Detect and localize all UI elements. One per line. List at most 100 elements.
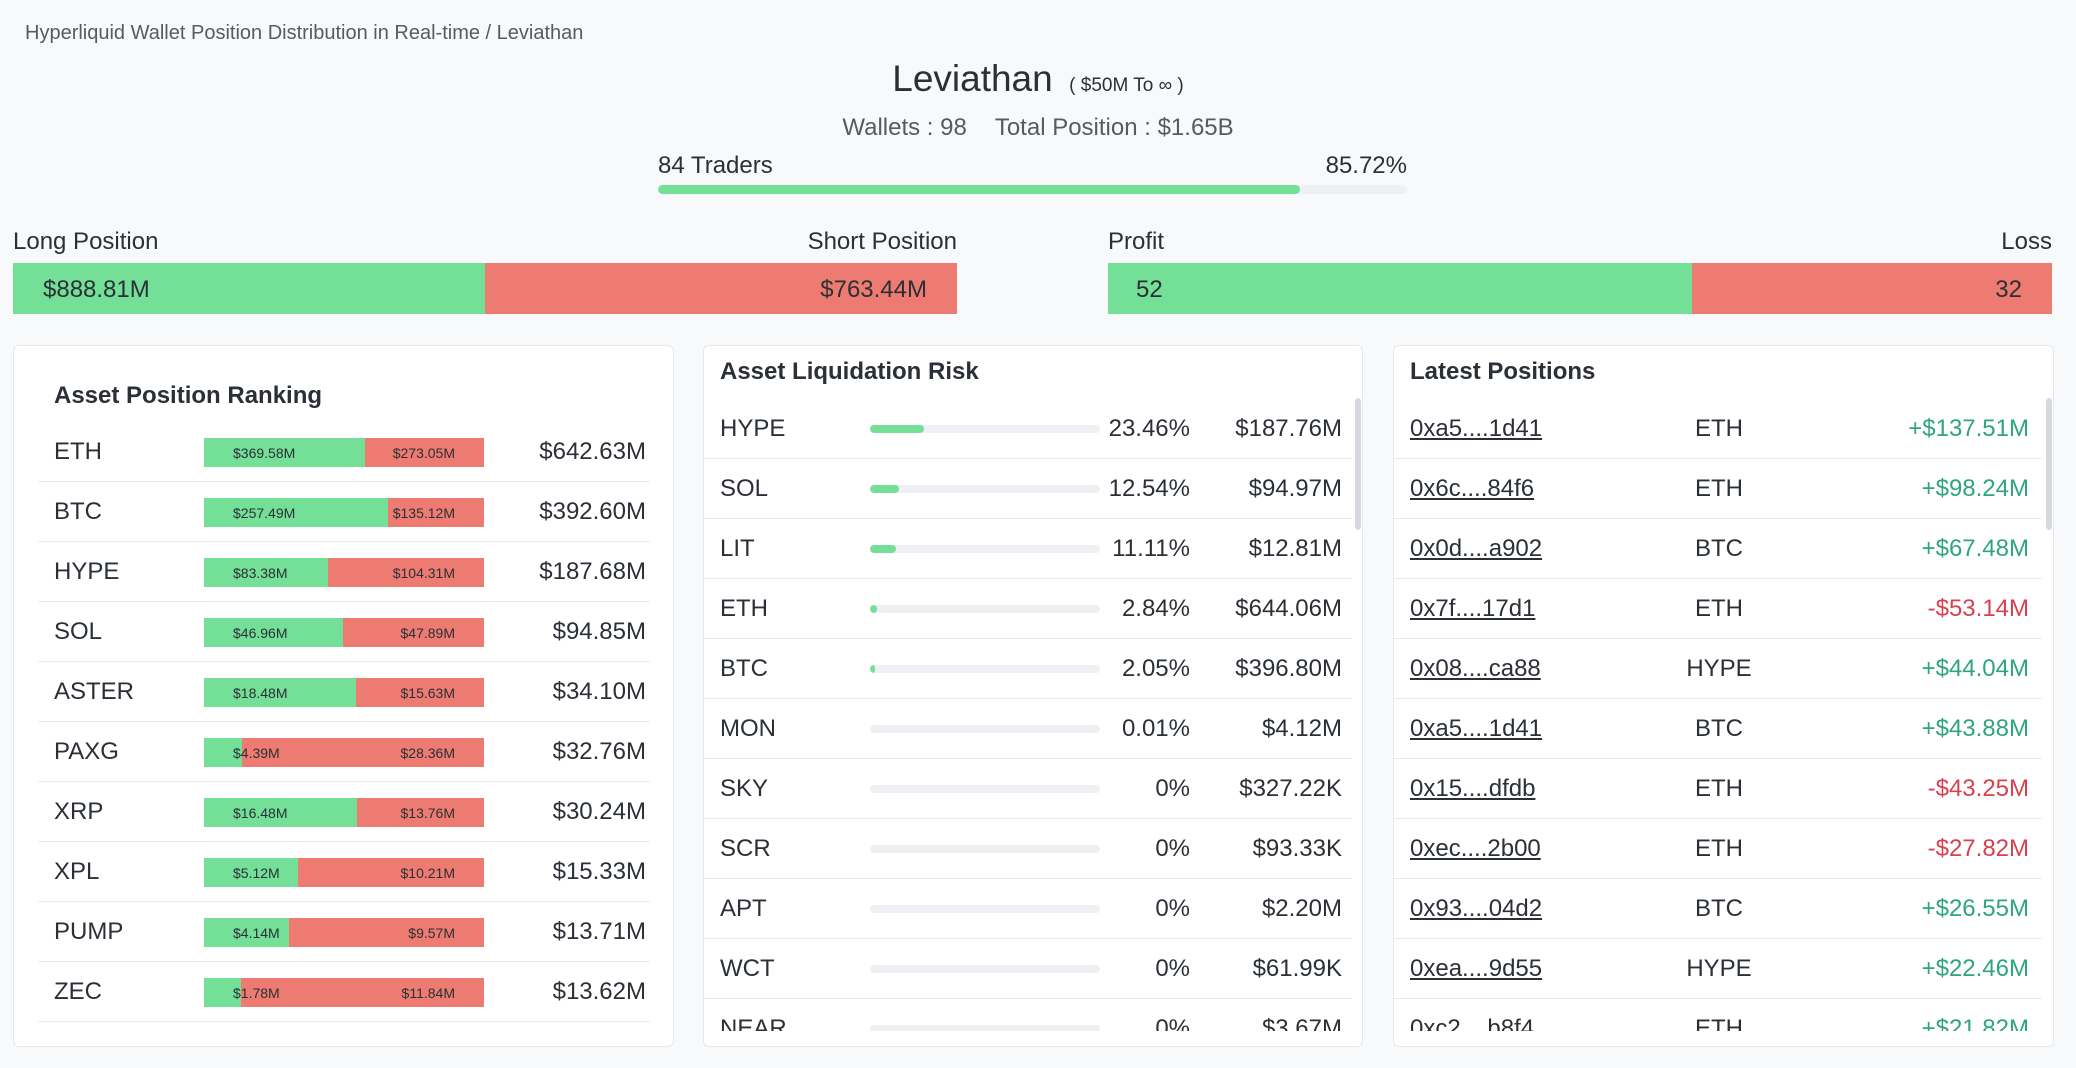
short-segment (297, 858, 484, 887)
long-bar: $888.81M (13, 263, 485, 314)
long-label: $1.78M (233, 985, 280, 1001)
asset: APT (720, 895, 767, 922)
short-label: $15.63M (400, 685, 455, 701)
address-link[interactable]: 0xc2....b8f4 (1410, 1015, 1535, 1031)
progress-track (658, 185, 1407, 194)
breadcrumb-item[interactable]: Hyperliquid Wallet Position Distribution… (25, 22, 480, 44)
risk-panel: Asset Liquidation Risk HYPE 23.46% $187.76… (703, 345, 1363, 1047)
asset: BTC (1695, 535, 1743, 562)
summary: Wallets : 98 Total Position : $1.65B (0, 114, 2076, 142)
long-label: $4.14M (233, 925, 280, 941)
ranking-row: ETH $369.58M $273.05M $642.63M (14, 422, 673, 482)
latest-row: 0xec....2b00 ETH -$27.82M (1394, 819, 2042, 879)
short-label: Short Position (807, 228, 957, 255)
scrollbar[interactable] (1355, 398, 1361, 530)
address-link[interactable]: 0x6c....84f6 (1410, 475, 1535, 502)
ranking-row: HYPE $83.38M $104.31M $187.68M (14, 542, 673, 602)
risk-row: SKY 0% $327.22K (704, 759, 1352, 819)
short-segment (288, 918, 484, 947)
latest-row: 0x15....dfdb ETH -$43.25M (1394, 759, 2042, 819)
asset: MON (720, 715, 776, 742)
asset: HYPE (1686, 955, 1752, 982)
address-link[interactable]: 0xa5....1d41 (1410, 715, 1543, 742)
total: $13.71M (552, 918, 646, 945)
asset: BTC (54, 498, 102, 525)
risk-percent: 11.11% (1112, 535, 1190, 562)
amount: $4.12M (1261, 715, 1342, 742)
asset: HYPE (720, 415, 786, 442)
total: $13.62M (552, 978, 646, 1005)
long-segment (204, 618, 343, 647)
ranking-row: SOL $46.96M $47.89M $94.85M (14, 602, 673, 662)
risk-percent: 0% (1155, 1015, 1190, 1031)
short-segment (387, 498, 484, 527)
pnl: +$43.88M (1921, 715, 2029, 742)
address-link[interactable]: 0xa5....1d41 (1410, 415, 1543, 442)
profit-bar: 52 (1108, 263, 1693, 314)
asset: PAXG (54, 738, 119, 765)
position-bar: $16.48M $13.76M (204, 798, 484, 827)
row-divider (1394, 938, 2042, 939)
amount: $327.22K (1239, 775, 1342, 802)
row-divider (704, 458, 1352, 459)
traders-share: 85.72% (1325, 152, 1407, 179)
profit-loss-bar: 52 32 (1108, 263, 2052, 314)
ranking-panel: Asset Position Ranking ETH $369.58M $273.0… (13, 345, 674, 1047)
panel-title: Latest Positions (1410, 358, 1596, 385)
position-bar: $1.78M $11.84M (204, 978, 484, 1007)
short-segment (240, 978, 484, 1007)
amount: $94.97M (1248, 475, 1342, 502)
address-link[interactable]: 0x93....04d2 (1410, 895, 1543, 922)
pnl: -$53.14M (1927, 595, 2029, 622)
address-link[interactable]: 0x15....dfdb (1410, 775, 1536, 802)
risk-row: SCR 0% $93.33K (704, 819, 1352, 879)
asset: SKY (720, 775, 769, 802)
address-link[interactable]: 0xec....2b00 (1410, 835, 1541, 862)
breadcrumb: Hyperliquid Wallet Position Distribution… (25, 22, 584, 44)
risk-percent: 2.05% (1121, 655, 1190, 682)
long-segment (204, 558, 329, 587)
range: ( $50M To ∞ ) (1069, 75, 1184, 96)
row-divider (704, 998, 1352, 999)
row-divider (704, 818, 1352, 819)
long-label: $257.49M (233, 505, 296, 521)
total: $642.63M (539, 438, 646, 465)
row-divider (38, 541, 650, 542)
asset: XRP (54, 798, 104, 825)
address-link[interactable]: 0x0d....a902 (1410, 535, 1543, 562)
row-divider (704, 578, 1352, 579)
long-label: $18.48M (233, 685, 288, 701)
latest-row: 0x0d....a902 BTC +$67.48M (1394, 519, 2042, 579)
risk-fill (870, 665, 875, 673)
progress-fill (658, 185, 1301, 194)
risk-row: NEAR 0% $3.67M (704, 999, 1352, 1031)
ranking-row: ZEC $1.78M $11.84M $13.62M (14, 962, 673, 1022)
row-divider (704, 758, 1352, 759)
short-label: $135.12M (392, 505, 455, 521)
long-label: $369.58M (233, 445, 296, 461)
asset: ETH (1695, 415, 1743, 442)
risk-track (870, 1025, 1100, 1031)
address-link[interactable]: 0xea....9d55 (1410, 955, 1543, 982)
asset: SCR (720, 835, 771, 862)
ranking-row: PAXG $4.39M $28.36M $32.76M (14, 722, 673, 782)
risk-track (870, 485, 1100, 493)
risk-percent: 0% (1155, 895, 1190, 922)
latest-row: 0xa5....1d41 ETH +$137.51M (1394, 399, 2042, 459)
risk-percent: 0% (1155, 775, 1190, 802)
risk-fill (870, 425, 924, 433)
long-label: $83.38M (233, 565, 288, 581)
position-bar: $369.58M $273.05M (204, 438, 484, 467)
asset: ETH (1695, 1015, 1743, 1031)
address-link[interactable]: 0x7f....17d1 (1410, 595, 1536, 622)
risk-track (870, 965, 1100, 973)
asset: LIT (720, 535, 755, 562)
short-label: $10.21M (400, 865, 455, 881)
risk-percent: 0% (1155, 835, 1190, 862)
scrollbar[interactable] (2046, 398, 2052, 530)
asset: ETH (1695, 775, 1743, 802)
address-link[interactable]: 0x08....ca88 (1410, 655, 1541, 682)
short-label: $273.05M (392, 445, 455, 461)
